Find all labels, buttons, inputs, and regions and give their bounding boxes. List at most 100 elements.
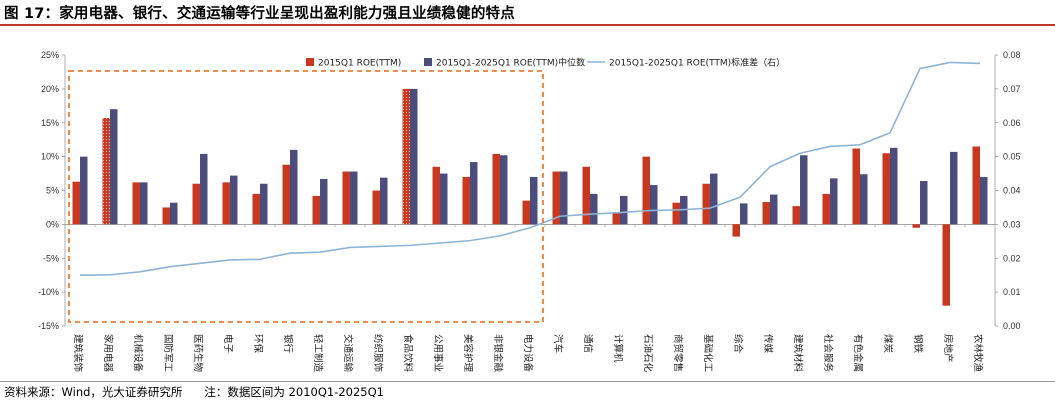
bar-roe-2015q1 xyxy=(342,171,350,225)
bar-roe-2015q1 xyxy=(732,224,740,237)
category-label: 通信 xyxy=(582,334,594,353)
bar-roe-2015q1 xyxy=(72,181,80,225)
bar-roe-2015q1 xyxy=(642,156,650,225)
category-label: 钢铁 xyxy=(912,334,924,354)
category-label: 石油石化 xyxy=(642,334,654,373)
bar-roe-2015q1 xyxy=(612,212,620,225)
right-tick-label: 0.02 xyxy=(1003,253,1021,263)
category-label: 环保 xyxy=(252,334,264,354)
bars xyxy=(72,88,988,306)
footer: 资料来源：Wind，光大证券研究所 注：数据区间为 2010Q1-2025Q1 xyxy=(4,384,384,400)
category-label: 农林牧渔 xyxy=(972,334,984,373)
bar-roe-median xyxy=(980,176,988,225)
date-range-note: 注：数据区间为 2010Q1-2025Q1 xyxy=(204,385,384,399)
bar-roe-median xyxy=(200,153,208,225)
category-label: 国防军工 xyxy=(162,334,174,373)
bar-roe-2015q1 xyxy=(282,164,290,225)
legend-roe-2015q1: 2015Q1 ROE(TTM) xyxy=(306,58,401,69)
left-tick-label: 20% xyxy=(41,84,59,94)
right-tick-label: 0.03 xyxy=(1003,219,1021,229)
right-tick-label: 0.07 xyxy=(1003,84,1021,94)
bar-roe-median xyxy=(440,173,448,225)
category-label: 综合 xyxy=(732,334,744,354)
highlight-box-layer xyxy=(68,70,544,323)
bar-roe-2015q1 xyxy=(672,202,680,225)
right-tick-label: 0.00 xyxy=(1003,321,1021,331)
left-tick-label: -15% xyxy=(38,321,59,331)
bar-roe-median xyxy=(500,155,508,225)
left-tick-label: 5% xyxy=(46,186,59,196)
category-label: 社会服务 xyxy=(822,334,834,373)
bar-roe-median xyxy=(860,174,868,225)
axes: 25% 20% 15% 10% 5% 0% -5% -10% -15% 0.08 0.07 0.06 0… xyxy=(38,50,1021,373)
bar-roe-2015q1 xyxy=(942,224,950,306)
category-label: 公用事业 xyxy=(432,334,444,372)
bar-roe-median xyxy=(950,151,958,225)
source-note: 资料来源：Wind，光大证券研究所 xyxy=(4,385,183,399)
bar-roe-median xyxy=(530,176,538,225)
category-label: 美容护理 xyxy=(462,334,474,373)
category-label: 建筑材料 xyxy=(792,334,804,373)
highlight-box xyxy=(68,70,544,323)
legend: 2015Q1 ROE(TTM) 2015Q1-2025Q1 ROE(TTM)中位数… xyxy=(306,57,785,69)
category-label: 房地产 xyxy=(942,334,954,363)
bar-roe-2015q1 xyxy=(792,206,800,225)
category-label: 银行 xyxy=(282,334,294,354)
bar-roe-median xyxy=(140,182,148,225)
std-line-layer xyxy=(79,61,981,276)
category-label: 非银金融 xyxy=(492,334,504,373)
category-label: 煤炭 xyxy=(882,334,894,354)
bar-roe-2015q1 xyxy=(762,202,770,225)
std-line xyxy=(79,61,981,276)
right-tick-label: 0.08 xyxy=(1003,50,1021,60)
bar-roe-2015q1 xyxy=(132,182,140,225)
bar-roe-2015q1 xyxy=(582,166,590,225)
bar-roe-2015q1 xyxy=(102,118,110,225)
right-tick-label: 0.05 xyxy=(1003,152,1021,162)
bar-roe-median xyxy=(890,147,898,225)
bar-roe-2015q1 xyxy=(312,195,320,225)
bar-roe-median xyxy=(830,178,838,225)
legend-std: 2015Q1-2025Q1 ROE(TTM)标准差（右） xyxy=(587,57,785,69)
bar-roe-median xyxy=(710,173,718,225)
legend-swatch xyxy=(306,58,314,66)
category-label: 电力设备 xyxy=(522,334,534,373)
bar-roe-2015q1 xyxy=(222,182,230,225)
category-label: 有色金属 xyxy=(852,334,864,372)
legend-label: 2015Q1-2025Q1 ROE(TTM)标准差（右） xyxy=(609,57,785,69)
category-label: 食品饮料 xyxy=(402,334,414,373)
bar-roe-median xyxy=(350,171,358,225)
bar-roe-2015q1 xyxy=(372,190,380,225)
legend-label: 2015Q1 ROE(TTM) xyxy=(318,59,401,69)
category-label: 纺织服饰 xyxy=(372,334,384,372)
figure-title: 图 17：家用电器、银行、交通运输等行业呈现出盈利能力强且业绩稳健的特点 xyxy=(4,6,515,22)
left-tick-label: 10% xyxy=(41,152,59,162)
bar-roe-median xyxy=(290,149,298,225)
left-tick-label: 25% xyxy=(41,50,59,60)
bar-roe-2015q1 xyxy=(252,193,260,225)
bar-roe-2015q1 xyxy=(162,207,170,225)
bar-roe-2015q1 xyxy=(522,200,530,225)
category-label: 计算机 xyxy=(612,334,624,363)
bar-roe-2015q1 xyxy=(462,176,470,225)
legend-swatch xyxy=(424,58,432,66)
bar-roe-median xyxy=(320,178,328,225)
bar-roe-median xyxy=(410,88,418,225)
category-label: 汽车 xyxy=(552,334,564,353)
left-tick-label: -5% xyxy=(43,253,59,263)
right-tick-label: 0.06 xyxy=(1003,118,1021,128)
bar-roe-2015q1 xyxy=(402,88,410,225)
bar-roe-median xyxy=(230,175,238,225)
category-label: 轻工制造 xyxy=(312,334,324,373)
bar-roe-median xyxy=(920,181,928,225)
bar-roe-2015q1 xyxy=(432,166,440,225)
bar-roe-2015q1 xyxy=(912,224,920,228)
bar-roe-2015q1 xyxy=(702,183,710,225)
bar-roe-median xyxy=(170,202,178,225)
bar-roe-median xyxy=(590,193,598,225)
right-tick-label: 0.01 xyxy=(1003,287,1021,297)
bar-roe-2015q1 xyxy=(192,183,200,225)
legend-label: 2015Q1-2025Q1 ROE(TTM)中位数 xyxy=(436,57,585,69)
category-label: 传媒 xyxy=(762,334,774,354)
category-label: 家用电器 xyxy=(102,334,114,373)
